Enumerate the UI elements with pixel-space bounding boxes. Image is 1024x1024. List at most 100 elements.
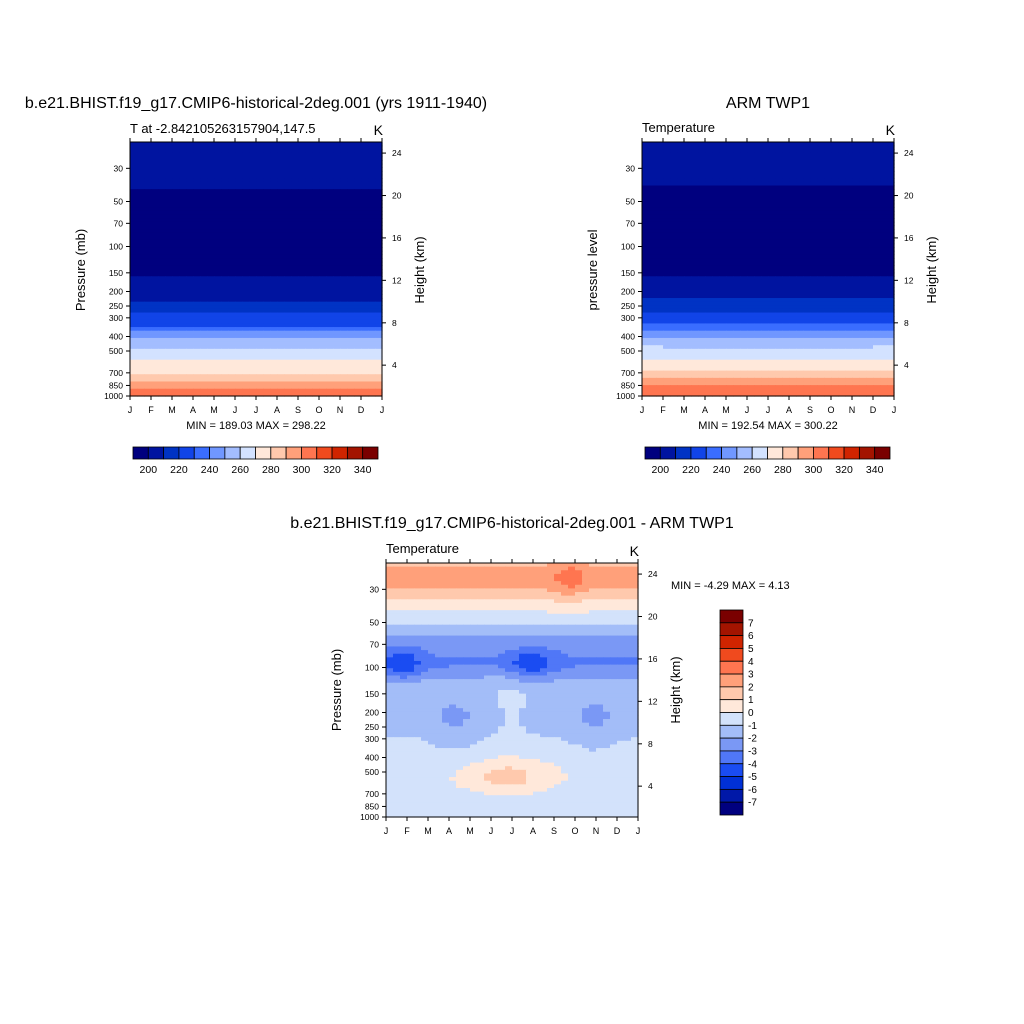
contour-cell [144, 287, 152, 292]
contour-cell [649, 174, 657, 179]
contour-cell [649, 232, 657, 237]
contour-cell [256, 388, 264, 393]
contour-cell [312, 294, 320, 299]
contour-cell [649, 247, 657, 252]
contour-cell [151, 192, 159, 198]
contour-cell [747, 323, 755, 328]
contour-cell [817, 323, 825, 328]
contour-cell [368, 330, 376, 335]
contour-cell [165, 254, 173, 259]
contour-cell [326, 269, 334, 274]
contour-cell [130, 370, 138, 375]
contour-cell [880, 308, 888, 314]
contour-cell [684, 370, 692, 375]
contour-cell [733, 149, 741, 154]
contour-cell [845, 287, 853, 292]
contour-cell [691, 221, 699, 227]
contour-cell [284, 359, 292, 364]
contour-cell [172, 218, 180, 223]
contour-cell [873, 149, 881, 154]
contour-cell [270, 261, 278, 266]
contour-cell [698, 163, 706, 168]
contour-cell [340, 327, 348, 332]
contour-cell [326, 178, 334, 183]
contour-cell [179, 290, 187, 295]
contour-cell [291, 392, 299, 397]
contour-cell [663, 276, 671, 281]
contour-cell [726, 269, 734, 274]
contour-cell [782, 229, 790, 234]
contour-cell [831, 370, 839, 375]
contour-cell [347, 348, 355, 354]
contour-cell [242, 239, 250, 245]
contour-cell [228, 330, 236, 335]
contour-cell [151, 283, 159, 288]
contour-cell [705, 196, 713, 201]
contour-cell [186, 250, 194, 256]
contour-cell [684, 178, 692, 183]
contour-cell [796, 178, 804, 183]
colorbar-box [316, 446, 333, 460]
contour-cell [761, 312, 769, 317]
contour-cell [831, 185, 839, 190]
contour-cell [354, 171, 362, 176]
contour-cell [796, 308, 804, 314]
contour-cell [789, 294, 797, 299]
contour-cell [354, 247, 362, 252]
contour-cell [649, 345, 657, 350]
contour-cell [179, 229, 187, 234]
contour-cell [663, 334, 671, 339]
panel-model-ylabel-right: Height (km) [412, 236, 427, 303]
contour-cell [333, 167, 341, 172]
contour-cell [656, 323, 664, 328]
contour-cell [291, 327, 299, 332]
contour-cell [670, 359, 678, 364]
contour-cell [305, 239, 313, 245]
contour-cell [733, 232, 741, 237]
contour-cell [193, 189, 201, 194]
contour-cell [291, 348, 299, 354]
contour-cell [747, 279, 755, 285]
contour-cell [291, 210, 299, 216]
contour-cell [361, 337, 369, 343]
contour-cell [200, 200, 208, 205]
contour-cell [789, 192, 797, 198]
contour-cell [740, 298, 748, 303]
contour-cell [354, 203, 362, 208]
contour-cell [263, 261, 271, 266]
contour-cell [340, 298, 348, 303]
contour-cell [684, 352, 692, 357]
contour-cell [677, 323, 685, 328]
contour-cell [151, 218, 159, 223]
contour-cell [207, 348, 215, 354]
contour-cell [691, 185, 699, 190]
contour-cell [887, 225, 895, 230]
contour-cell [712, 269, 720, 274]
contour-cell [186, 308, 194, 314]
contour-cell [705, 178, 713, 183]
contour-cell [228, 283, 236, 288]
contour-cell [775, 276, 783, 281]
contour-cell [838, 363, 846, 368]
colorbar-box [193, 446, 210, 460]
contour-cell [228, 265, 236, 270]
contour-cell [263, 185, 271, 190]
contour-cell [305, 385, 313, 390]
contour-cell [165, 392, 173, 397]
contour-cell [326, 152, 334, 158]
contour-cell [193, 178, 201, 183]
contour-cell [277, 232, 285, 237]
contour-cell [277, 334, 285, 339]
contour-cell [151, 312, 159, 317]
contour-cell [228, 247, 236, 252]
contour-cell [256, 312, 264, 317]
contour-cell [754, 283, 762, 288]
contour-cell [754, 239, 762, 245]
contour-cell [859, 269, 867, 274]
contour-cell [831, 254, 839, 259]
contour-cell [333, 352, 341, 357]
contour-cell [642, 308, 650, 314]
contour-cell [291, 290, 299, 295]
contour-cell [291, 359, 299, 364]
contour-cell [277, 366, 285, 372]
